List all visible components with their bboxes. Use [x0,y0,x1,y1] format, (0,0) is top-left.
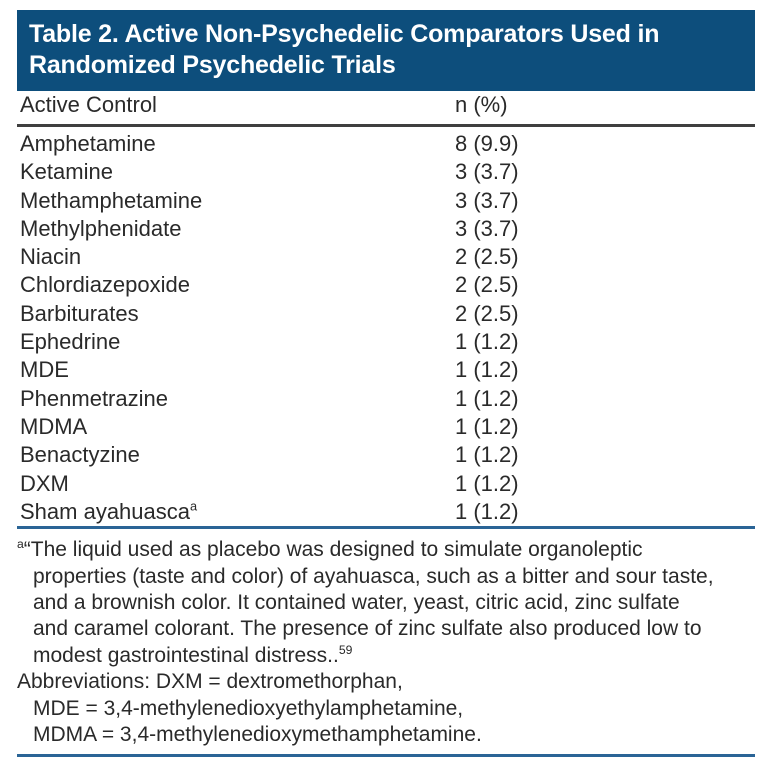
footnote-line-abbreviations: Abbreviations: DXM = dextromethorphan, [17,669,755,695]
n-percent-cell: 1 (1.2) [455,357,519,383]
n-percent-cell: 1 (1.2) [455,385,519,411]
active-control-cell: Ketamine [17,159,113,184]
column-header-row: Active Control n (%) [17,91,755,127]
active-control-cell: MDE [17,357,69,382]
table-title-line2: Randomized Psychedelic Trials [29,51,396,79]
footnote-text: MDE = 3,4-methylenedioxyethylamphetamine… [33,696,464,720]
footnote-marker: a [17,537,24,552]
active-control-cell: Amphetamine [17,131,156,156]
drug-name: Benactyzine [20,442,140,468]
active-control-cell: Barbiturates [17,301,139,326]
footnote-line: modest gastrointestinal distress..59 [17,643,755,669]
n-percent-cell: 3 (3.7) [455,215,519,241]
table-row: Benactyzine 1 (1.2) [17,441,755,469]
table-row: Niacin 2 (2.5) [17,243,755,271]
table-row: Chlordiazepoxide 2 (2.5) [17,271,755,299]
drug-name: Sham ayahuasca [20,498,190,524]
footnote-text: “The liquid used as placebo was designed… [23,538,643,562]
drug-name: Amphetamine [20,131,156,156]
footnote-text: MDMA = 3,4-methylenedioxymethamphetamine… [33,723,482,746]
active-control-cell: Methylphenidate [17,216,181,241]
table-row: Ephedrine 1 (1.2) [17,328,755,356]
column-header-active-control: Active Control [20,92,157,117]
drug-name: Methylphenidate [20,215,182,241]
active-control-cell: MDMA [17,414,87,439]
footnote-text: modest gastrointestinal distress.. [33,643,339,667]
active-control-cell: Chlordiazepoxide [17,272,190,297]
footnote-line: properties (taste and color) of ayahuasc… [17,564,755,590]
table-row: Sham ayahuascaa 1 (1.2) [17,498,755,526]
n-percent-cell: 2 (2.5) [455,244,519,270]
footnote-marker: a [190,498,198,514]
drug-name: Phenmetrazine [20,385,168,411]
drug-name: MDMA [20,413,88,439]
table-row: Phenmetrazine 1 (1.2) [17,385,755,413]
table-row: MDE 1 (1.2) [17,356,755,384]
n-percent-cell: 1 (1.2) [455,329,519,355]
table-row: Methamphetamine 3 (3.7) [17,187,755,215]
active-control-cell: Niacin [17,244,81,269]
footnotes-block: a“The liquid used as placebo was designe… [17,529,755,758]
footnote-line: a“The liquid used as placebo was designe… [17,537,755,563]
n-percent-cell: 2 (2.5) [455,272,519,298]
drug-name: Barbiturates [20,300,139,326]
n-percent-cell: 1 (1.2) [455,442,519,468]
footnote-text: and caramel colorant. The presence of zi… [33,617,702,641]
n-percent-cell: 1 (1.2) [455,498,519,524]
n-percent-cell: 1 (1.2) [455,413,519,439]
table-title-bar: Table 2. Active Non-Psychedelic Comparat… [17,10,755,91]
drug-name: MDE [20,357,69,383]
footnote-line: MDE = 3,4-methylenedioxyethylamphetamine… [17,696,755,722]
column-header-n-percent: n (%) [455,92,508,117]
table-row: Ketamine 3 (3.7) [17,158,755,186]
active-control-cell: Methamphetamine [17,188,202,213]
table-row: MDMA 1 (1.2) [17,413,755,441]
table-content: Active Control n (%) Amphetamine 8 (9.9)… [17,91,755,758]
active-control-cell: DXM [17,471,69,496]
table-row: Methylphenidate 3 (3.7) [17,215,755,243]
n-percent-cell: 1 (1.2) [455,470,519,496]
active-control-cell: Sham ayahuascaa [17,499,197,524]
drug-name: DXM [20,470,69,496]
n-percent-cell: 2 (2.5) [455,300,519,326]
footnote-line: and a brownish color. It contained water… [17,590,755,616]
table-title-line1: Table 2. Active Non-Psychedelic Comparat… [29,20,660,48]
n-percent-cell: 3 (3.7) [455,187,519,213]
drug-name: Niacin [20,244,82,270]
table-row: Amphetamine 8 (9.9) [17,130,755,158]
footnote-line: and caramel colorant. The presence of zi… [17,616,755,642]
reference-superscript: 59 [338,642,353,657]
drug-name: Chlordiazepoxide [20,272,190,298]
n-percent-cell: 3 (3.7) [455,159,519,185]
drug-name: Ephedrine [20,329,121,355]
drug-name: Methamphetamine [20,187,203,213]
table-row: Barbiturates 2 (2.5) [17,300,755,328]
footnote-text: and a brownish color. It contained water… [33,590,680,614]
n-percent-cell: 8 (9.9) [455,131,519,156]
active-control-cell: Benactyzine [17,442,140,467]
active-control-cell: Phenmetrazine [17,386,168,411]
footnote-text: properties (taste and color) of ayahuasc… [33,564,714,588]
active-control-cell: Ephedrine [17,329,120,354]
table-row: DXM 1 (1.2) [17,470,755,498]
footnote-text: Abbreviations: DXM = dextromethorphan, [17,670,403,694]
drug-name: Ketamine [20,159,113,185]
table-body: Amphetamine 8 (9.9) Ketamine 3 (3.7) Met… [17,127,755,530]
footnote-line: MDMA = 3,4-methylenedioxymethamphetamine… [17,722,755,748]
